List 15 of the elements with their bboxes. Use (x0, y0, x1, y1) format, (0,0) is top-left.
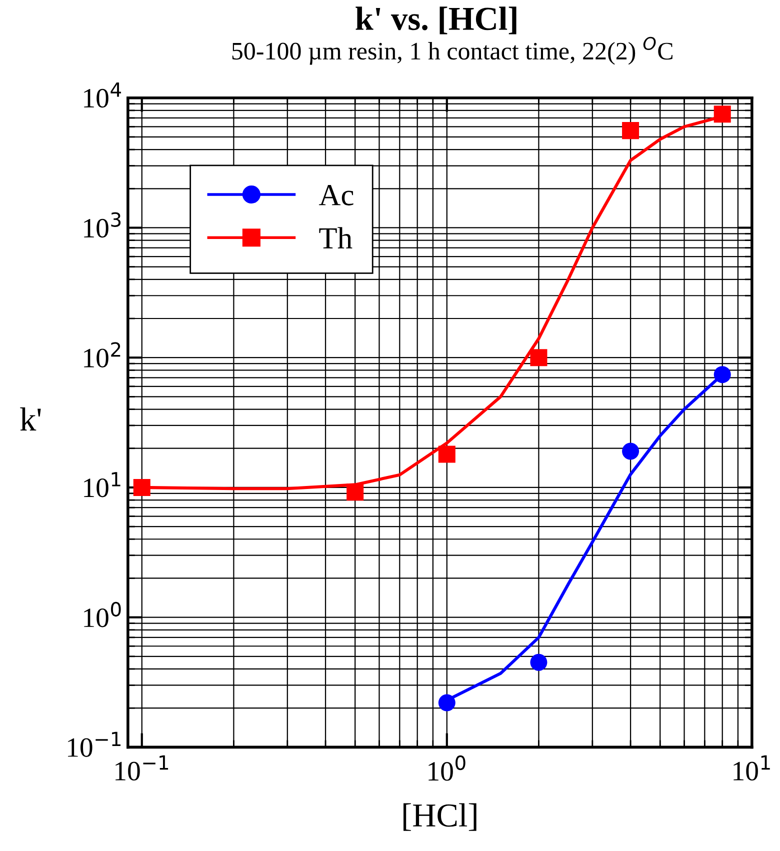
y-tick-label: 10$^{0}$ (84, 602, 121, 628)
y-tick-label: 10$^{2}$ (84, 342, 120, 368)
legend-label: Ac (318, 184, 354, 206)
chart-subtitle: 50-100 µm resin, 1 h contact time, 22(2) $^{O}$C (232, 36, 672, 65)
y-tick-label: 10$^{−1}$ (68, 732, 120, 757)
y-tick-label: 10$^{1}$ (84, 472, 120, 498)
x-tick-label: 10$^{−1}$ (116, 755, 168, 781)
x-tick-label: 10$^{0}$ (428, 755, 466, 781)
y-axis-title: k' (20, 407, 41, 431)
legend-label: Th (319, 227, 352, 248)
y-tick-label: 10$^{3}$ (84, 212, 121, 238)
chart-title: k' vs. [HCl] (356, 6, 516, 34)
y-tick-label: 10$^{4}$ (84, 82, 121, 108)
x-axis-title: [HCl] (404, 803, 476, 831)
x-tick-label: 10$^{1}$ (734, 755, 770, 781)
